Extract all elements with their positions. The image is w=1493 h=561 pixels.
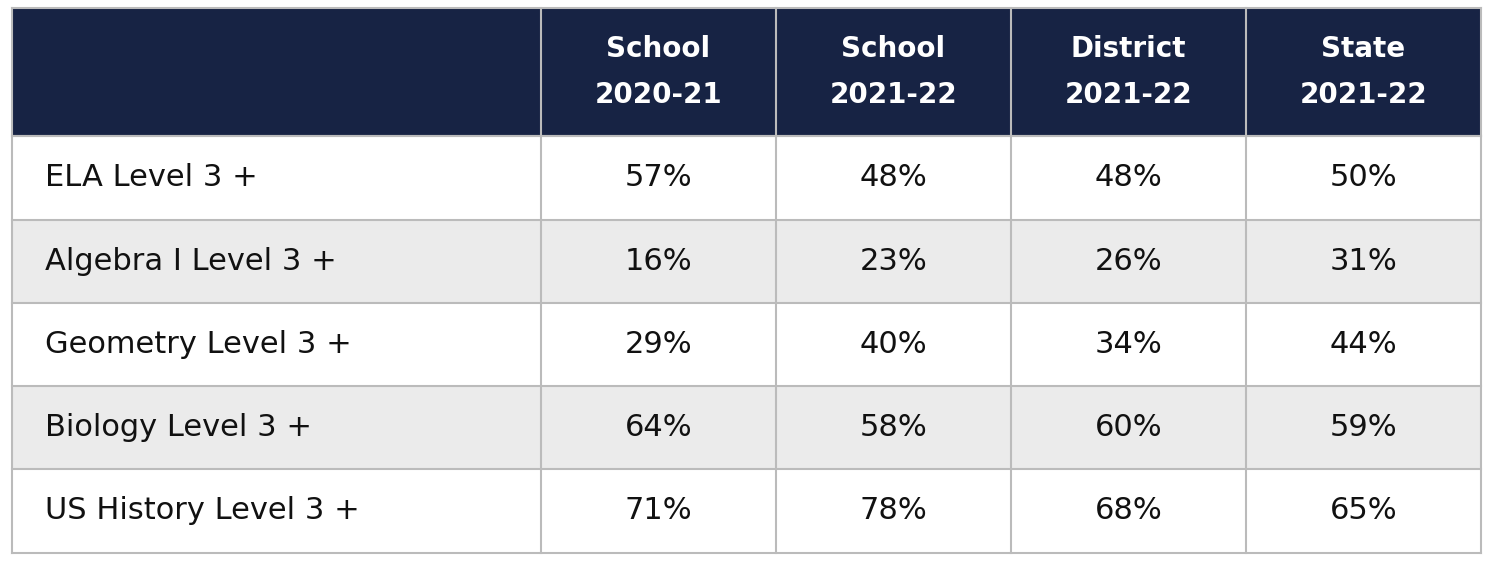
Text: Algebra I Level 3 +: Algebra I Level 3 + xyxy=(45,247,336,275)
Text: 78%: 78% xyxy=(860,496,927,526)
Bar xyxy=(1011,303,1247,386)
Bar xyxy=(776,136,1011,219)
Text: 57%: 57% xyxy=(624,163,693,192)
Text: 16%: 16% xyxy=(624,247,693,275)
Text: 68%: 68% xyxy=(1094,496,1163,526)
Text: 65%: 65% xyxy=(1330,496,1397,526)
Bar xyxy=(776,219,1011,303)
Text: Geometry Level 3 +: Geometry Level 3 + xyxy=(45,330,351,359)
Bar xyxy=(776,386,1011,470)
Bar xyxy=(1011,136,1247,219)
Text: 2021-22: 2021-22 xyxy=(1065,81,1193,109)
Text: State: State xyxy=(1321,35,1405,63)
Bar xyxy=(1011,386,1247,470)
Bar xyxy=(12,219,540,303)
Text: School: School xyxy=(842,35,945,63)
Text: 31%: 31% xyxy=(1330,247,1397,275)
Text: 40%: 40% xyxy=(860,330,927,359)
Bar xyxy=(540,8,776,136)
Text: 2020-21: 2020-21 xyxy=(594,81,723,109)
Bar xyxy=(776,303,1011,386)
Bar xyxy=(1247,303,1481,386)
Bar xyxy=(1011,470,1247,553)
Bar xyxy=(12,136,540,219)
Text: 23%: 23% xyxy=(860,247,927,275)
Text: 64%: 64% xyxy=(624,413,693,442)
Bar xyxy=(1247,386,1481,470)
Text: ELA Level 3 +: ELA Level 3 + xyxy=(45,163,257,192)
Bar xyxy=(1247,470,1481,553)
Bar xyxy=(540,136,776,219)
Bar xyxy=(540,386,776,470)
Bar xyxy=(1247,219,1481,303)
Text: US History Level 3 +: US History Level 3 + xyxy=(45,496,360,526)
Text: 50%: 50% xyxy=(1330,163,1397,192)
Text: School: School xyxy=(606,35,711,63)
Text: 26%: 26% xyxy=(1094,247,1162,275)
Bar xyxy=(12,8,540,136)
Bar xyxy=(540,303,776,386)
Bar xyxy=(776,470,1011,553)
Text: 44%: 44% xyxy=(1330,330,1397,359)
Text: 29%: 29% xyxy=(624,330,693,359)
Text: Biology Level 3 +: Biology Level 3 + xyxy=(45,413,312,442)
Bar xyxy=(12,386,540,470)
Text: 60%: 60% xyxy=(1094,413,1162,442)
Text: 34%: 34% xyxy=(1094,330,1163,359)
Bar xyxy=(540,470,776,553)
Text: 48%: 48% xyxy=(1094,163,1163,192)
Bar xyxy=(540,219,776,303)
Bar xyxy=(1011,219,1247,303)
Bar xyxy=(12,470,540,553)
Text: 2021-22: 2021-22 xyxy=(830,81,957,109)
Bar xyxy=(12,303,540,386)
Bar xyxy=(776,8,1011,136)
Text: District: District xyxy=(1070,35,1187,63)
Text: 58%: 58% xyxy=(860,413,927,442)
Text: 48%: 48% xyxy=(860,163,927,192)
Text: 71%: 71% xyxy=(624,496,693,526)
Text: 2021-22: 2021-22 xyxy=(1300,81,1427,109)
Bar xyxy=(1011,8,1247,136)
Text: 59%: 59% xyxy=(1330,413,1397,442)
Bar xyxy=(1247,8,1481,136)
Bar xyxy=(1247,136,1481,219)
